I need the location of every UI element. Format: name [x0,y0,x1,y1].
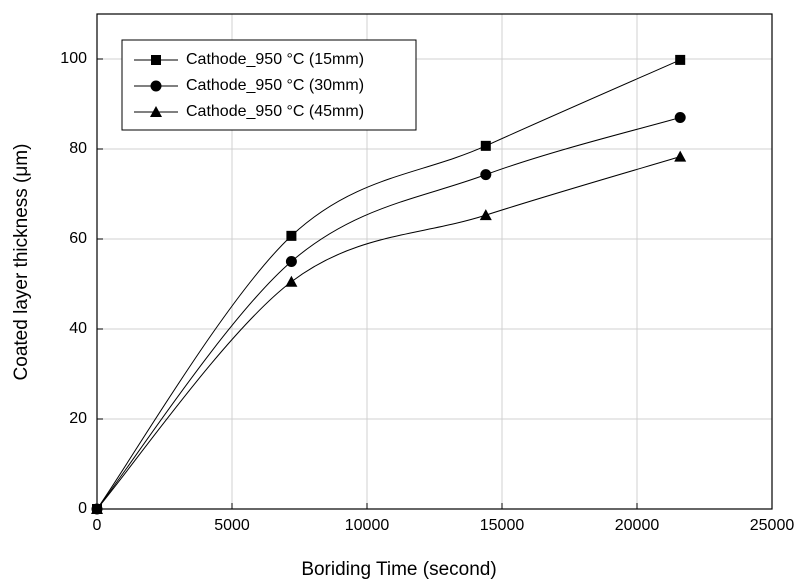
fit-line [96,117,681,510]
marker [479,209,492,221]
y-axis-label: Coated layer thickness (μm) [11,144,32,381]
plot-frame [96,13,773,510]
legend-box [121,39,417,131]
marker [151,55,161,65]
marker [150,80,162,92]
y-tick-label: 40 [69,320,87,337]
legend-label: Cathode_950 °C (30mm) [186,77,364,94]
x-tick-label: 5000 [214,517,250,534]
marker [674,150,687,162]
y-tick-label: 20 [69,410,87,427]
fit-line [96,156,681,510]
marker [675,54,686,65]
y-tick-label: 0 [78,500,87,517]
x-tick-label: 20000 [615,517,660,534]
x-tick-label: 0 [93,517,102,534]
x-tick-label: 15000 [480,517,525,534]
marker [674,112,686,123]
y-tick-label: 100 [60,50,87,67]
y-tick-label: 60 [69,230,87,247]
marker [480,140,491,151]
marker [286,230,297,241]
marker [285,256,297,267]
marker [285,275,298,287]
x-tick-label: 25000 [750,517,795,534]
marker [480,169,492,181]
x-axis-label: Boriding Time (second) [301,559,496,580]
marker [91,503,103,514]
legend-label: Cathode_950 °C (45mm) [186,103,364,120]
marker [150,106,162,117]
fit-line [96,59,681,510]
x-tick-label: 10000 [345,517,390,534]
legend-label: Cathode_950 °C (15mm) [186,51,364,68]
legend: Cathode_950 °C (15mm) Cathode_950 °C (30m… [121,39,417,131]
y-tick-label: 80 [69,140,87,157]
